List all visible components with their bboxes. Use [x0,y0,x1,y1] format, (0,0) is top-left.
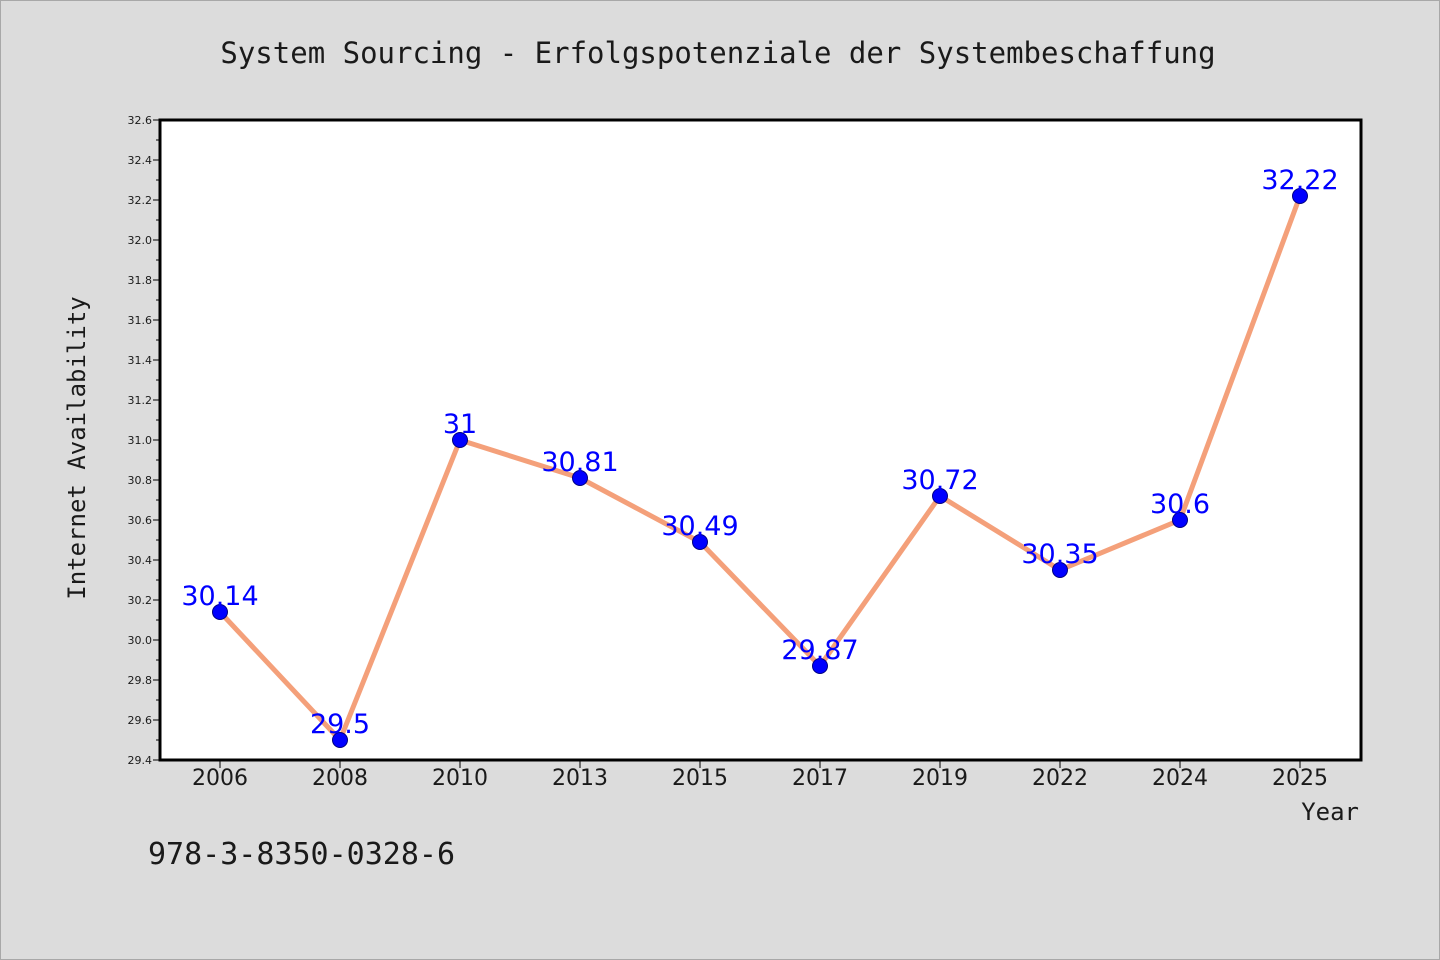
y-tick-label: 32.2 [128,194,153,207]
series-layer: 30.14 29.5 31 30.81 30.49 29.87 30.72 30.35 30.6… [181,165,1339,748]
y-tick-label: 32.6 [128,114,153,127]
y-tick-label: 31.2 [128,394,153,407]
data-point [212,604,228,620]
data-point [332,732,348,748]
data-label: 30.49 [661,511,738,542]
y-tick-label: 30.0 [128,634,153,647]
y-axis-label: Internet Availability [63,296,91,599]
data-label: 30.14 [181,581,258,612]
x-tick-label: 2025 [1272,766,1328,791]
y-tick-label: 32.4 [128,154,153,167]
data-point [1052,562,1068,578]
isbn-text: 978-3-8350-0328-6 [148,837,455,872]
data-label: 31 [443,409,477,440]
x-tick-label: 2015 [672,766,728,791]
x-tick-label: 2008 [312,766,368,791]
data-point [812,658,828,674]
data-label: 29.87 [781,635,858,666]
data-point [692,534,708,550]
data-label: 30.6 [1150,489,1210,520]
data-point [1292,188,1308,204]
x-tick-label: 2024 [1152,766,1208,791]
y-tick-label: 31.4 [128,354,153,367]
y-tick-label: 29.6 [128,714,153,727]
chart-title: System Sourcing - Erfolgspotenziale der … [220,36,1215,70]
data-label: 30.72 [901,465,978,496]
x-tick-label: 2022 [1032,766,1088,791]
data-point [452,432,468,448]
x-axis: 2006 2008 2010 2013 2015 2017 2019 2022 2024 2025 [192,760,1328,791]
y-tick-label: 29.8 [128,674,153,687]
y-axis: 29.4 29.6 29.8 30.0 30.2 30.4 30.6 30.8 31.0 31.2… [128,114,160,767]
y-tick-label: 31.8 [128,274,153,287]
series-line [217,193,1303,743]
data-label: 30.35 [1021,539,1098,570]
x-tick-label: 2017 [792,766,848,791]
data-label: 29.5 [310,709,370,740]
x-tick-label: 2006 [192,766,248,791]
data-label: 32.22 [1261,165,1338,196]
data-point [572,470,588,486]
x-tick-label: 2013 [552,766,608,791]
y-tick-label: 29.4 [128,754,153,767]
y-tick-label: 30.8 [128,474,153,487]
y-tick-label: 30.4 [128,554,153,567]
data-label: 30.81 [541,447,618,478]
y-tick-label: 32.0 [128,234,153,247]
data-point [1172,512,1188,528]
x-axis-label: Year [1301,798,1359,826]
x-tick-label: 2019 [912,766,968,791]
y-tick-label: 31.6 [128,314,153,327]
data-point [932,488,948,504]
x-tick-label: 2010 [432,766,488,791]
y-tick-label: 30.2 [128,594,153,607]
plot-area [158,118,1363,762]
y-tick-label: 31.0 [128,434,153,447]
y-tick-label: 30.6 [128,514,153,527]
